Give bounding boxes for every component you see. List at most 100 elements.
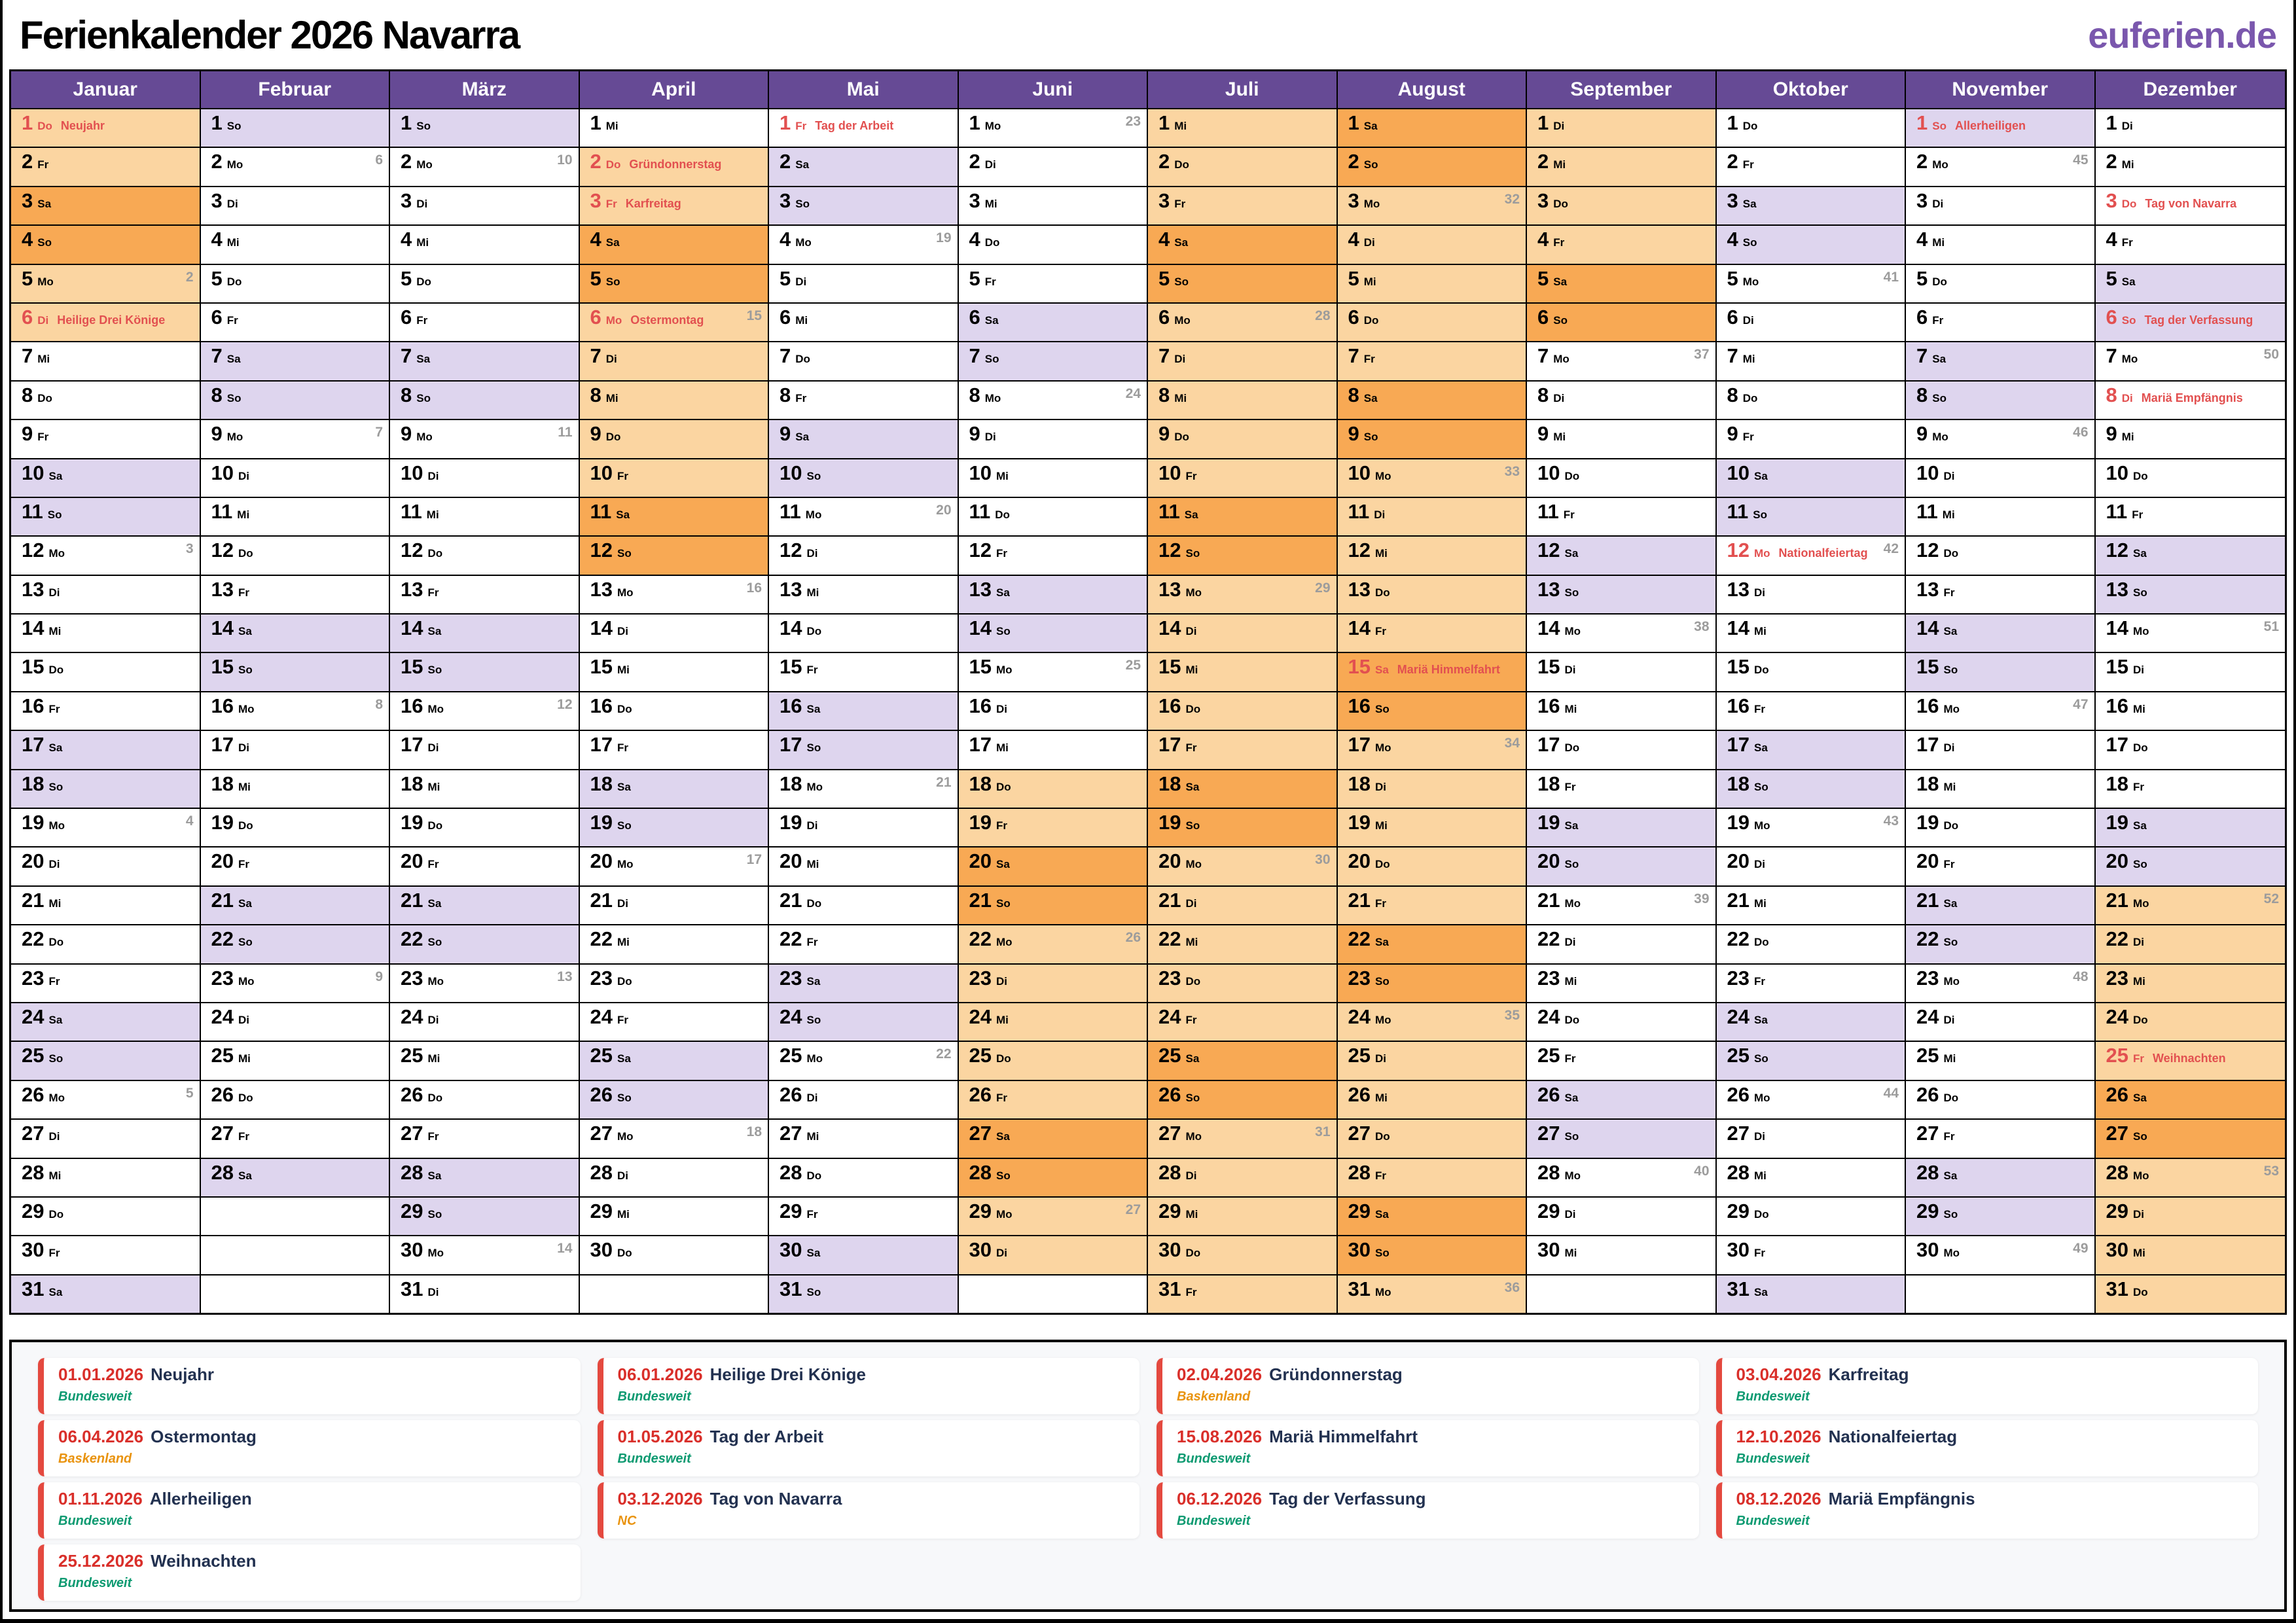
day-number: 20	[22, 849, 45, 873]
day-cell-dezember-17: 17 Do	[2095, 730, 2285, 769]
day-cell-dezember-11: 11 Fr	[2095, 496, 2285, 536]
day-number: 4	[211, 228, 223, 251]
legend-item-nationalfeiertag: 12.10.2026 Nationalfeiertag Bundesweit	[1715, 1420, 2258, 1477]
day-cell-november-7: 7 Sa	[1906, 341, 2096, 380]
weekday-label: Sa	[1184, 508, 1198, 521]
day-number: 8	[1537, 383, 1549, 406]
day-number: 21	[1158, 888, 1181, 912]
weekday-label: Do	[617, 974, 632, 988]
day-cell-juni-2: 2 Di	[958, 147, 1148, 186]
day-number: 12	[780, 539, 802, 562]
day-cell-august-1: 1 Sa	[1337, 108, 1527, 147]
weekday-label: So	[996, 625, 1011, 638]
day-number: 10	[22, 461, 45, 484]
empty-cell-februar	[200, 1274, 390, 1313]
day-cell-m-rz-6: 6 Fr	[390, 302, 580, 342]
holiday-label: Neujahr	[60, 119, 105, 132]
day-number: 3	[1916, 188, 1928, 212]
day-number: 16	[969, 694, 992, 717]
day-number: 31	[2106, 1277, 2128, 1300]
day-number: 1	[590, 111, 601, 134]
day-cell-september-27: 27 So	[1527, 1118, 1717, 1158]
day-number: 25	[211, 1044, 234, 1067]
day-cell-februar-4: 4 Mi	[200, 224, 390, 264]
weekday-label: Sa	[996, 586, 1010, 599]
day-number: 27	[22, 1122, 45, 1145]
week-number: 41	[1883, 269, 1899, 285]
day-number: 30	[1537, 1238, 1560, 1262]
day-cell-juli-25: 25 Sa	[1148, 1041, 1338, 1080]
day-cell-juni-16: 16 Di	[958, 690, 1148, 730]
weekday-label: Di	[1564, 936, 1576, 949]
day-cell-januar-18: 18 So	[11, 768, 201, 808]
day-cell-oktober-18: 18 So	[1716, 768, 1906, 808]
day-number: 28	[1158, 1160, 1181, 1184]
day-cell-m-rz-3: 3 Di	[390, 185, 580, 225]
weekday-label: Sa	[1553, 275, 1568, 288]
weekday-label: Sa	[1174, 236, 1189, 249]
euferien-logo[interactable]: euferien.de	[2088, 14, 2277, 56]
weekday-label: Mi	[1374, 1091, 1388, 1104]
month-header-mai: Mai	[769, 71, 959, 108]
weekday-label: Sa	[1564, 819, 1579, 832]
weekday-label: Di	[996, 1247, 1007, 1260]
week-number: 6	[375, 152, 383, 168]
weekday-label: Di	[1374, 1052, 1386, 1065]
weekday-label: So	[48, 780, 63, 793]
day-number: 8	[401, 383, 412, 406]
day-cell-januar-16: 16 Fr	[11, 690, 201, 730]
week-number: 8	[375, 696, 383, 712]
day-cell-juni-15: 15 Mo 25	[958, 652, 1148, 691]
weekday-label: So	[1753, 780, 1768, 793]
day-cell-mai-16: 16 Sa	[769, 690, 959, 730]
day-cell-august-25: 25 Di	[1337, 1041, 1527, 1080]
day-number: 20	[211, 849, 234, 873]
weekday-label: Mo	[1374, 741, 1391, 755]
weekday-label: So	[1374, 1247, 1390, 1260]
day-number: 9	[590, 422, 601, 446]
legend-item-tag-der-verfassung: 06.12.2026 Tag der Verfassung Bundesweit	[1157, 1482, 1699, 1539]
day-number: 27	[1916, 1122, 1939, 1145]
day-number: 7	[780, 344, 791, 368]
day-number: 26	[401, 1082, 423, 1106]
day-cell-august-20: 20 Do	[1337, 846, 1527, 885]
day-cell-juli-28: 28 Di	[1148, 1157, 1338, 1196]
day-cell-m-rz-15: 15 So	[390, 652, 580, 691]
day-number: 13	[1727, 577, 1749, 601]
day-cell-februar-24: 24 Di	[200, 1001, 390, 1041]
day-number: 14	[1348, 616, 1371, 640]
day-cell-juli-12: 12 So	[1148, 535, 1338, 575]
day-number: 24	[211, 1005, 234, 1028]
weekday-label: So	[806, 469, 821, 482]
weekday-label: Fr	[1932, 313, 1944, 327]
day-cell-dezember-12: 12 Sa	[2095, 535, 2285, 575]
day-cell-mai-11: 11 Mo 20	[769, 496, 959, 536]
day-number: 4	[2106, 228, 2117, 251]
day-cell-september-28: 28 Mo 40	[1527, 1157, 1717, 1196]
weekday-label: Do	[1943, 547, 1959, 560]
weekday-label: Di	[1363, 236, 1375, 249]
weekday-label: Mi	[617, 1207, 630, 1221]
day-number: 23	[1916, 966, 1939, 990]
day-cell-juli-20: 20 Mo 30	[1148, 846, 1338, 885]
day-number: 24	[401, 1005, 423, 1028]
day-cell-m-rz-9: 9 Mo 11	[390, 419, 580, 458]
day-cell-november-26: 26 Do	[1906, 1079, 2096, 1119]
day-cell-m-rz-11: 11 Mi	[390, 496, 580, 536]
legend-item-top: 25.12.2026 Weihnachten	[58, 1551, 569, 1571]
legend-region: Baskenland	[1177, 1389, 1251, 1404]
weekday-label: Sa	[1185, 1052, 1200, 1065]
weekday-label: Mo	[427, 974, 444, 988]
day-number: 30	[590, 1238, 613, 1262]
weekday-label: Mo	[2132, 897, 2149, 910]
weekday-label: Mo	[1564, 625, 1581, 638]
weekday-label: So	[1564, 586, 1579, 599]
day-number: 8	[22, 383, 33, 406]
day-cell-november-25: 25 Mi	[1906, 1041, 2096, 1080]
day-number: 27	[590, 1122, 613, 1145]
weekday-label: Mo	[1185, 858, 1202, 871]
day-cell-november-5: 5 Do	[1906, 263, 2096, 302]
day-number: 6	[401, 305, 412, 329]
day-cell-januar-28: 28 Mi	[11, 1157, 201, 1196]
day-number: 25	[2106, 1044, 2128, 1067]
